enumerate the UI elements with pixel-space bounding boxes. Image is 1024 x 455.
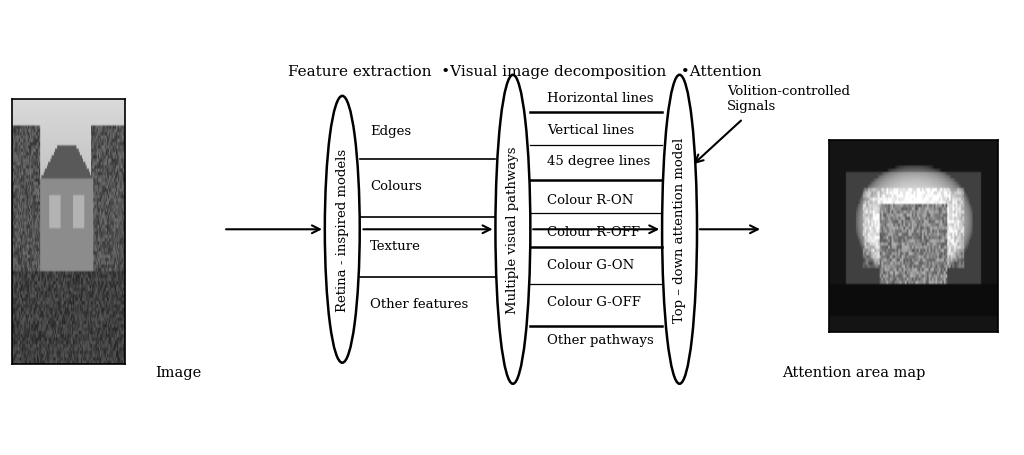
Text: Colour R-ON: Colour R-ON <box>547 193 634 207</box>
Text: Texture: Texture <box>370 239 421 252</box>
Text: 45 degree lines: 45 degree lines <box>547 155 650 168</box>
Text: Edges: Edges <box>370 125 412 138</box>
Text: Colour G-ON: Colour G-ON <box>547 258 634 271</box>
Text: Colours: Colours <box>370 179 422 192</box>
Text: Attention area map: Attention area map <box>782 365 926 379</box>
Text: Horizontal lines: Horizontal lines <box>547 92 653 105</box>
Text: Colour R-OFF: Colour R-OFF <box>547 225 640 238</box>
Text: Vertical lines: Vertical lines <box>547 123 634 136</box>
Text: Other features: Other features <box>370 297 468 310</box>
Text: Colour G-OFF: Colour G-OFF <box>547 295 641 308</box>
Text: Other pathways: Other pathways <box>547 334 653 347</box>
Text: Volition-controlled
Signals: Volition-controlled Signals <box>727 85 850 112</box>
Text: Feature extraction  •Visual image decomposition   •Attention: Feature extraction •Visual image decompo… <box>288 65 762 79</box>
Text: Multiple visual pathways: Multiple visual pathways <box>507 146 519 313</box>
Text: Image: Image <box>155 365 201 379</box>
Text: Top – down attention model: Top – down attention model <box>673 137 686 322</box>
Text: Retina - inspired models: Retina - inspired models <box>336 148 349 311</box>
